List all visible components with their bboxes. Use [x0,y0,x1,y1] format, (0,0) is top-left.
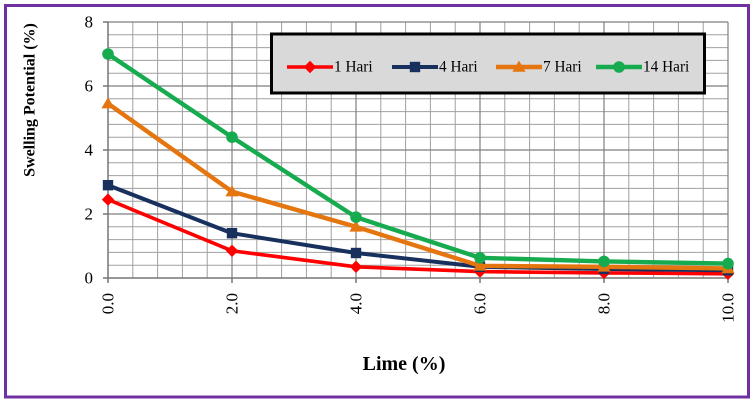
svg-text:6.0: 6.0 [471,293,490,314]
svg-text:8: 8 [85,13,94,32]
svg-text:4 Hari: 4 Hari [439,58,478,75]
svg-text:1 Hari: 1 Hari [334,58,373,75]
svg-text:6: 6 [85,77,94,96]
svg-text:14 Hari: 14 Hari [643,58,689,75]
svg-text:Swelling Potential (%): Swelling Potential (%) [22,23,39,177]
svg-text:0: 0 [85,269,94,288]
svg-text:4: 4 [85,141,94,160]
svg-text:4.0: 4.0 [347,293,366,314]
svg-text:2.0: 2.0 [223,293,242,314]
svg-text:Lime (%): Lime (%) [363,353,446,375]
svg-text:7 Hari: 7 Hari [543,58,582,75]
svg-text:8.0: 8.0 [595,293,614,314]
svg-text:10.0: 10.0 [719,293,738,323]
svg-text:0.0: 0.0 [99,293,118,314]
svg-text:2: 2 [85,205,94,224]
